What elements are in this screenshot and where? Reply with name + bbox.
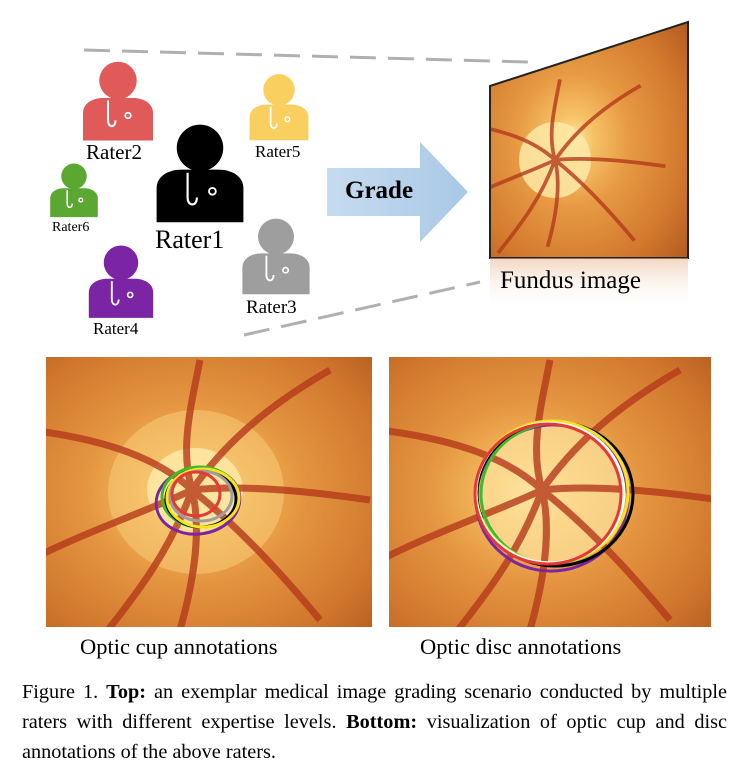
rater2-label: Rater2 <box>86 140 142 164</box>
optic-disc-caption: Optic disc annotations <box>420 634 622 659</box>
rater3-icon <box>242 218 310 295</box>
rater5-label: Rater5 <box>255 142 301 161</box>
rater6-label: Rater6 <box>52 220 90 235</box>
figure-illustration <box>46 20 711 627</box>
rater5-icon <box>249 74 309 141</box>
grade-label: Grade <box>345 177 414 204</box>
rater2-icon <box>83 61 153 141</box>
caption-top-bold: Top: <box>106 681 146 703</box>
rater1-label: Rater1 <box>155 225 225 254</box>
disc-annotation-contours <box>473 419 635 573</box>
cup-annotation-contours <box>154 465 242 536</box>
grade-arrow <box>327 142 468 242</box>
optic-cup-caption: Optic cup annotations <box>80 634 278 659</box>
optic-cup-image <box>46 357 372 627</box>
rater1-icon <box>156 124 244 223</box>
figure-caption: Figure 1. Top: an exemplar medical image… <box>22 677 727 767</box>
caption-top-text: an exemplar medical image grading scenar… <box>22 681 727 733</box>
caption-bottom-text: visualization of optic cup and disc anno… <box>22 711 728 763</box>
fundus-image-label: Fundus image <box>500 267 641 294</box>
rater6-icon <box>50 163 98 218</box>
rater4-icon <box>88 245 154 318</box>
optic-disc-image <box>389 357 711 627</box>
fundus-image <box>489 20 689 310</box>
figure-label: Figure 1. <box>22 681 99 703</box>
perspective-line-bottom <box>243 280 481 337</box>
rater4-label: Rater4 <box>93 319 139 338</box>
caption-bottom-bold: Bottom: <box>346 711 418 733</box>
perspective-line-top <box>83 48 529 64</box>
rater3-label: Rater3 <box>246 297 297 318</box>
